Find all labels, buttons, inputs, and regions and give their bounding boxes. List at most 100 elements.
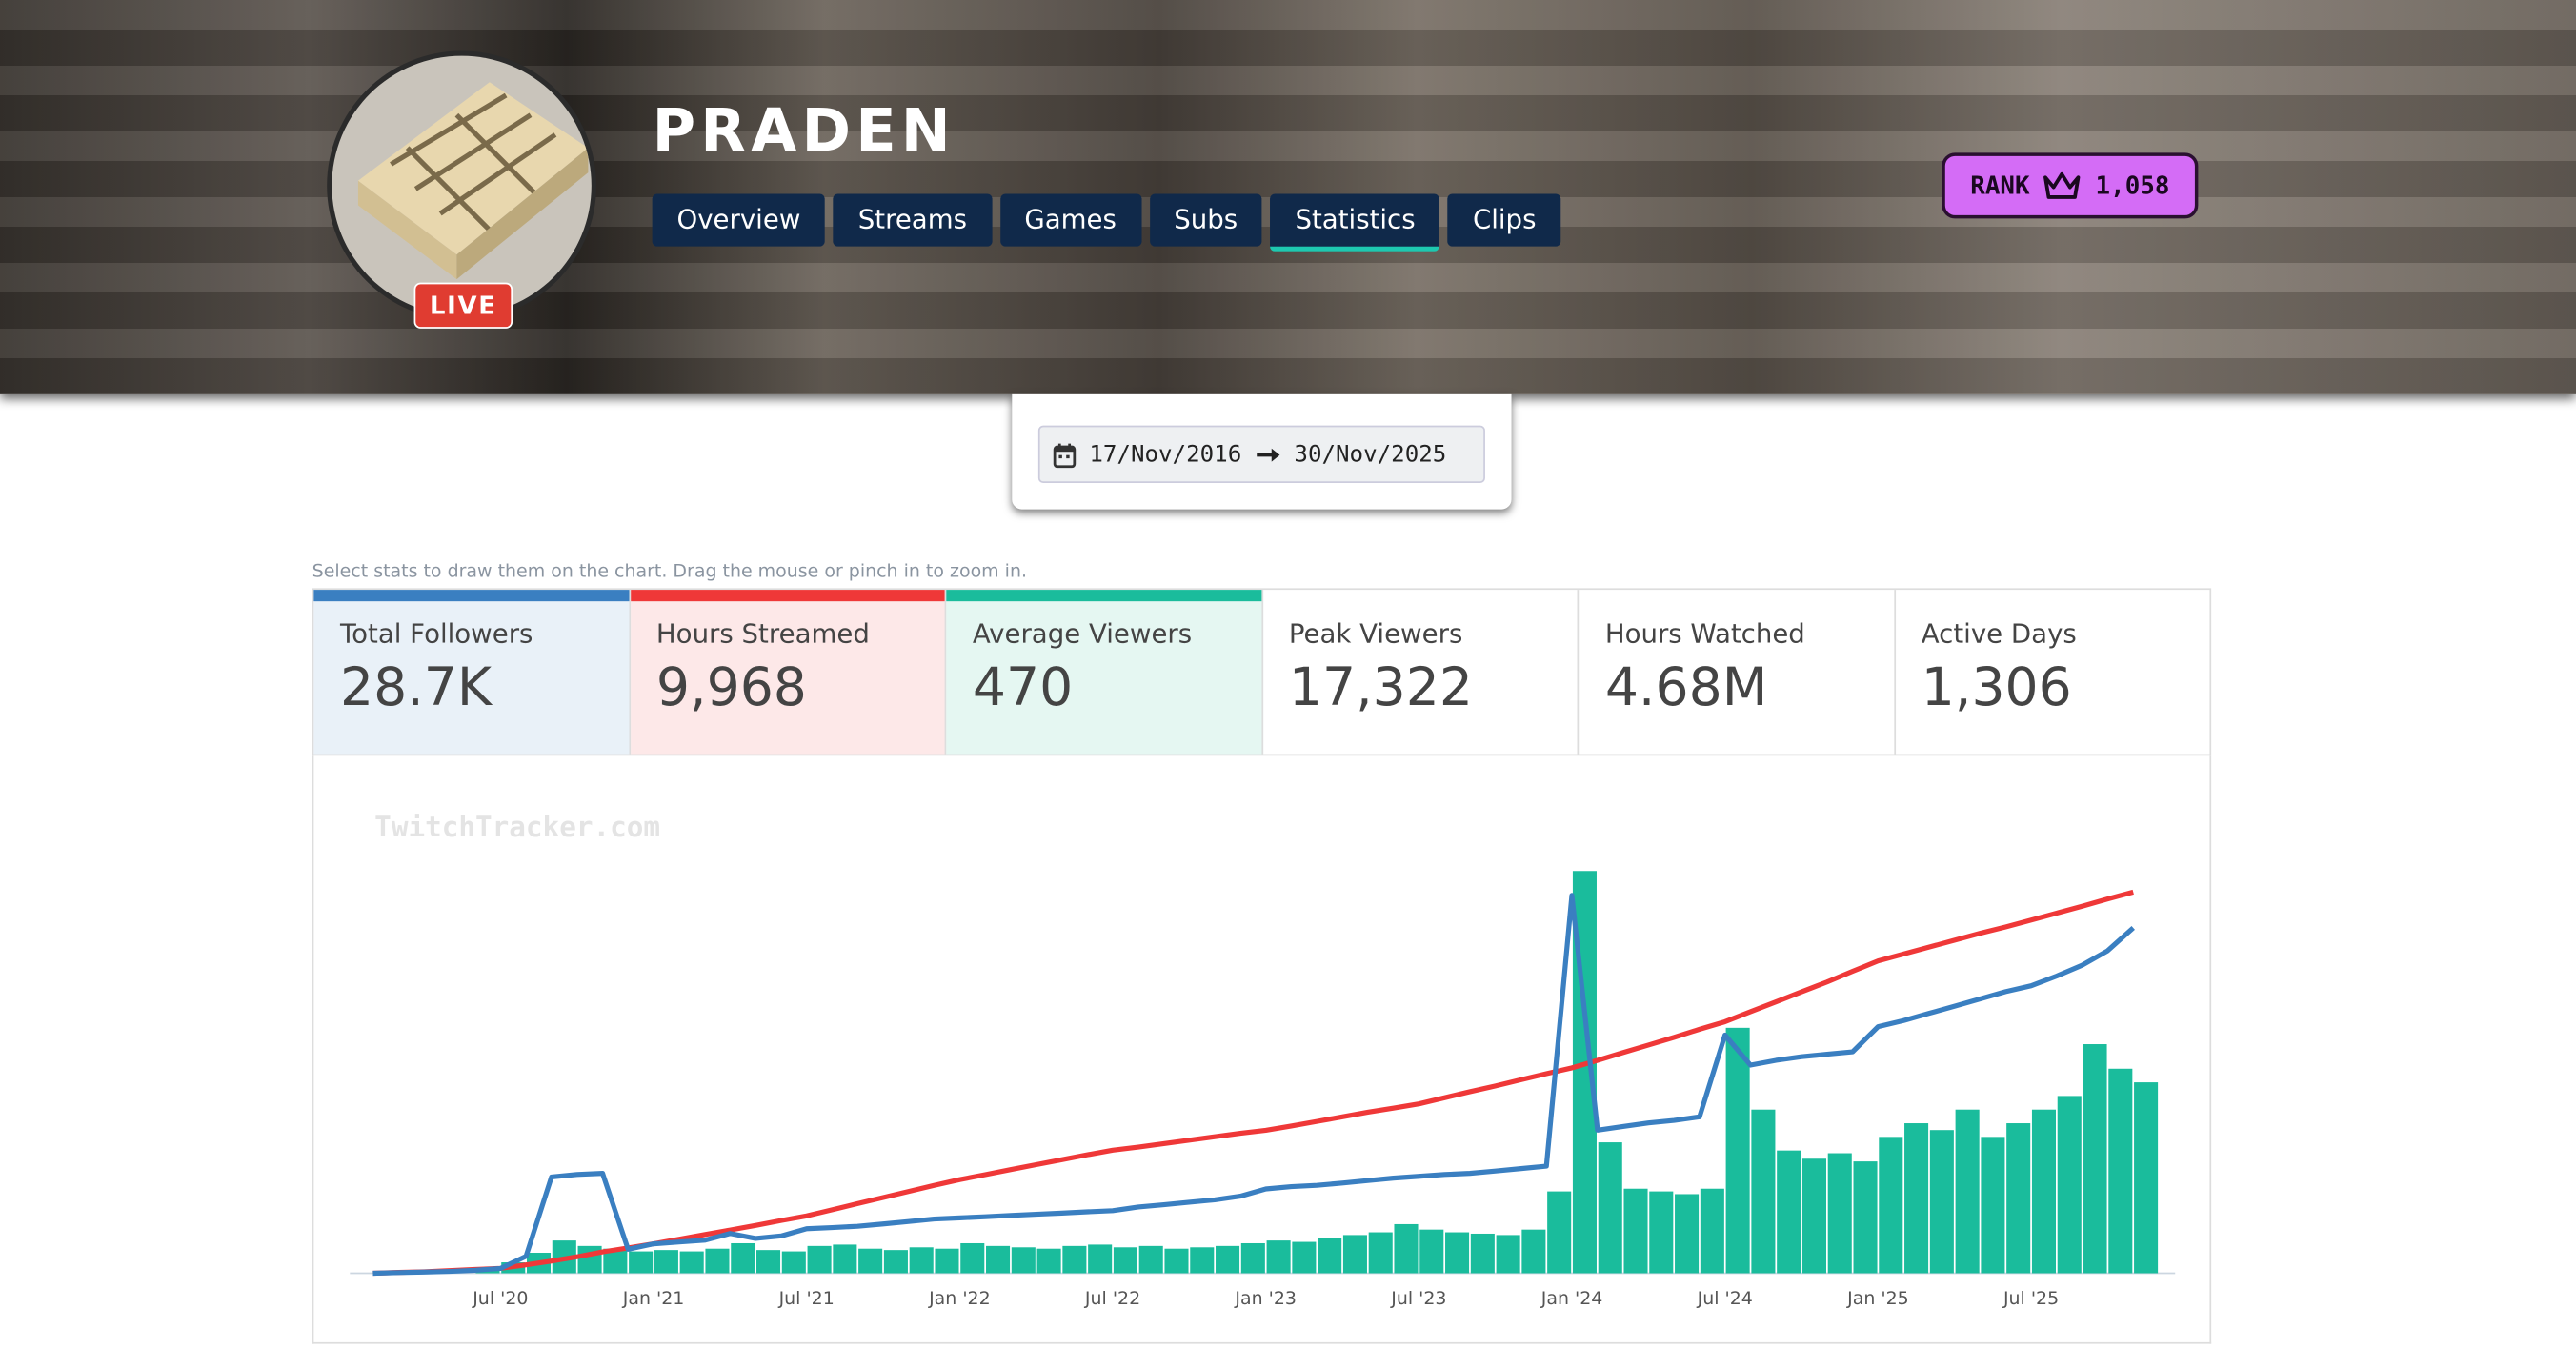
bar	[1164, 1248, 1189, 1274]
bar	[807, 1245, 832, 1274]
bar	[1623, 1188, 1648, 1274]
rank-label: RANK	[1970, 171, 2030, 201]
bar	[1216, 1245, 1240, 1274]
stat-value: 470	[972, 655, 1074, 718]
x-tick-label: Jul '22	[1084, 1288, 1140, 1309]
nav-tab[interactable]: Overview	[652, 193, 826, 247]
bar	[1445, 1232, 1470, 1274]
bar	[1879, 1137, 1903, 1274]
date-card: 17/Nov/2016 30/Nov/2025	[1012, 393, 1512, 510]
bar	[1929, 1130, 1954, 1274]
bar	[1904, 1123, 1929, 1274]
line	[372, 893, 2135, 1277]
bar	[1649, 1191, 1674, 1274]
x-tick-label: Jan '22	[928, 1288, 991, 1309]
bar	[1725, 1027, 1750, 1274]
stat-value: 4.68M	[1604, 655, 1768, 718]
date-range[interactable]: 17/Nov/2016 30/Nov/2025	[1037, 425, 1485, 484]
chart-box: TwitchTracker.com Jul '20 Jan '21 Jul '21 J…	[312, 755, 2212, 1344]
bar	[1777, 1150, 1801, 1274]
stat-card[interactable]: Active Days 1,306	[1895, 590, 2209, 754]
bar	[1598, 1142, 1622, 1274]
card-color-bar	[313, 590, 629, 602]
stat-card[interactable]: Average Viewers 470	[946, 590, 1263, 755]
rank-badge[interactable]: RANK 1,058	[1942, 152, 2199, 219]
bar	[1292, 1241, 1317, 1274]
nav-tabs: Overview Streams Games Subs Statistics Clips	[652, 193, 1561, 252]
bar	[1240, 1242, 1265, 1274]
bar	[1394, 1223, 1419, 1274]
bar	[1342, 1235, 1367, 1274]
bar	[909, 1247, 934, 1274]
bar	[2134, 1082, 2159, 1274]
nav-tab[interactable]: Games	[999, 193, 1141, 247]
stat-value: 17,322	[1288, 655, 1473, 718]
bar	[1470, 1233, 1495, 1274]
x-tick-label: Jul '23	[1390, 1288, 1446, 1309]
bar	[1801, 1158, 1826, 1274]
bar	[2083, 1044, 2107, 1274]
bar	[1036, 1248, 1061, 1274]
bar	[1521, 1229, 1546, 1274]
x-tick-label: Jan '21	[622, 1288, 685, 1309]
bar	[577, 1245, 602, 1274]
bar	[960, 1242, 985, 1274]
stat-value: 28.7K	[339, 655, 493, 718]
bar	[1266, 1240, 1291, 1274]
bar	[986, 1245, 1011, 1274]
channel-name: PRADEN	[652, 98, 956, 167]
bar	[1419, 1229, 1444, 1274]
bar	[1700, 1188, 1724, 1274]
bar	[1827, 1153, 1852, 1274]
live-badge: LIVE	[413, 282, 513, 329]
bar	[935, 1248, 959, 1274]
bar	[1751, 1109, 1776, 1274]
bar	[1062, 1245, 1087, 1274]
bar	[1138, 1245, 1163, 1274]
bar	[858, 1248, 883, 1274]
nav-tab[interactable]: Streams	[833, 193, 992, 247]
bar	[679, 1251, 704, 1274]
nav-tab[interactable]: Subs	[1149, 193, 1262, 247]
nav-tab[interactable]: Statistics	[1270, 193, 1440, 252]
bar	[2006, 1123, 2031, 1274]
stat-card[interactable]: Peak Viewers 17,322	[1262, 590, 1580, 755]
stat-label: Hours Watched	[1604, 617, 1805, 650]
stat-label: Active Days	[1921, 617, 2077, 650]
bar	[833, 1244, 857, 1274]
card-color-bar	[630, 590, 945, 602]
x-tick-label: Jan '25	[1846, 1288, 1909, 1309]
crown-icon	[2043, 171, 2082, 199]
bar	[1955, 1109, 1980, 1274]
stat-card[interactable]: Total Followers 28.7K	[313, 590, 631, 755]
bar	[629, 1251, 654, 1274]
bar	[2057, 1096, 2082, 1274]
date-from: 17/Nov/2016	[1089, 441, 1242, 468]
bar	[1011, 1247, 1036, 1274]
calendar-icon	[1053, 442, 1077, 468]
x-tick-label: Jul '24	[1697, 1288, 1753, 1309]
bar	[2031, 1109, 2057, 1274]
bar	[781, 1251, 806, 1274]
stat-card[interactable]: Hours Streamed 9,968	[630, 590, 947, 755]
bar	[756, 1250, 781, 1274]
stat-card[interactable]: Hours Watched 4.68M	[1579, 590, 1896, 755]
bar	[731, 1242, 755, 1274]
bar	[1981, 1137, 2005, 1274]
bar	[1496, 1235, 1520, 1274]
avatar[interactable]	[325, 50, 597, 322]
date-to: 30/Nov/2025	[1294, 441, 1447, 468]
card-color-bar	[946, 590, 1261, 602]
stat-label: Average Viewers	[972, 617, 1193, 650]
x-tick-label: Jan '24	[1540, 1288, 1603, 1309]
stat-label: Total Followers	[339, 617, 533, 650]
stat-cards: Total Followers 28.7K Hours Streamed 9,968 A…	[312, 588, 2212, 756]
bar	[883, 1250, 908, 1274]
nav-tab[interactable]: Clips	[1448, 193, 1561, 247]
bar	[1318, 1238, 1342, 1274]
x-tick-label: Jan '23	[1234, 1288, 1297, 1309]
stat-label: Hours Streamed	[655, 617, 870, 650]
bar	[1368, 1232, 1393, 1274]
stat-value: 1,306	[1921, 655, 2072, 718]
stat-label: Peak Viewers	[1288, 617, 1463, 650]
